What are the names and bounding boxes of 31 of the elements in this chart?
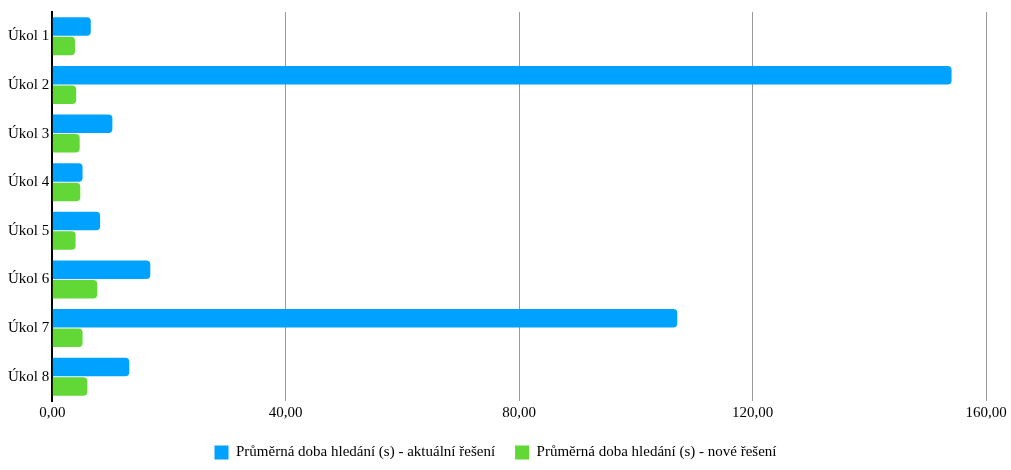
x-tick-label: 40,00 — [268, 403, 303, 420]
bar — [52, 328, 83, 348]
legend-label: Průměrná doba hledání (s) - nové řešení — [536, 443, 777, 461]
x-tick-label: 0,00 — [39, 403, 66, 420]
bar — [52, 17, 91, 36]
y-tick-label: Úkol 8 — [8, 367, 50, 384]
y-tick-label: Úkol 7 — [8, 319, 50, 335]
bar — [52, 36, 76, 56]
bar — [52, 260, 151, 279]
y-tick-label: Úkol 2 — [8, 75, 50, 92]
bar — [52, 65, 952, 85]
y-tick-label: Úkol 5 — [8, 221, 50, 238]
bar — [52, 211, 101, 231]
bar — [52, 357, 130, 377]
bar — [52, 182, 81, 202]
bar — [52, 163, 83, 182]
bar — [52, 231, 76, 250]
y-tick-label: Úkol 4 — [8, 173, 50, 190]
bar — [52, 309, 678, 328]
y-tick-label: Úkol 6 — [8, 270, 50, 287]
y-tick-label: Úkol 1 — [8, 27, 50, 44]
bar — [52, 279, 98, 299]
bar — [52, 85, 77, 104]
x-tick-label: 120,00 — [731, 403, 774, 420]
bar — [52, 114, 113, 134]
bar — [52, 377, 88, 396]
x-tick-label: 160,00 — [965, 403, 1007, 420]
legend-label: Průměrná doba hledání (s) - aktuální řešení — [236, 443, 496, 461]
bar — [52, 134, 80, 153]
x-tick-label: 80,00 — [502, 403, 536, 420]
y-tick-label: Úkol 3 — [8, 124, 50, 141]
